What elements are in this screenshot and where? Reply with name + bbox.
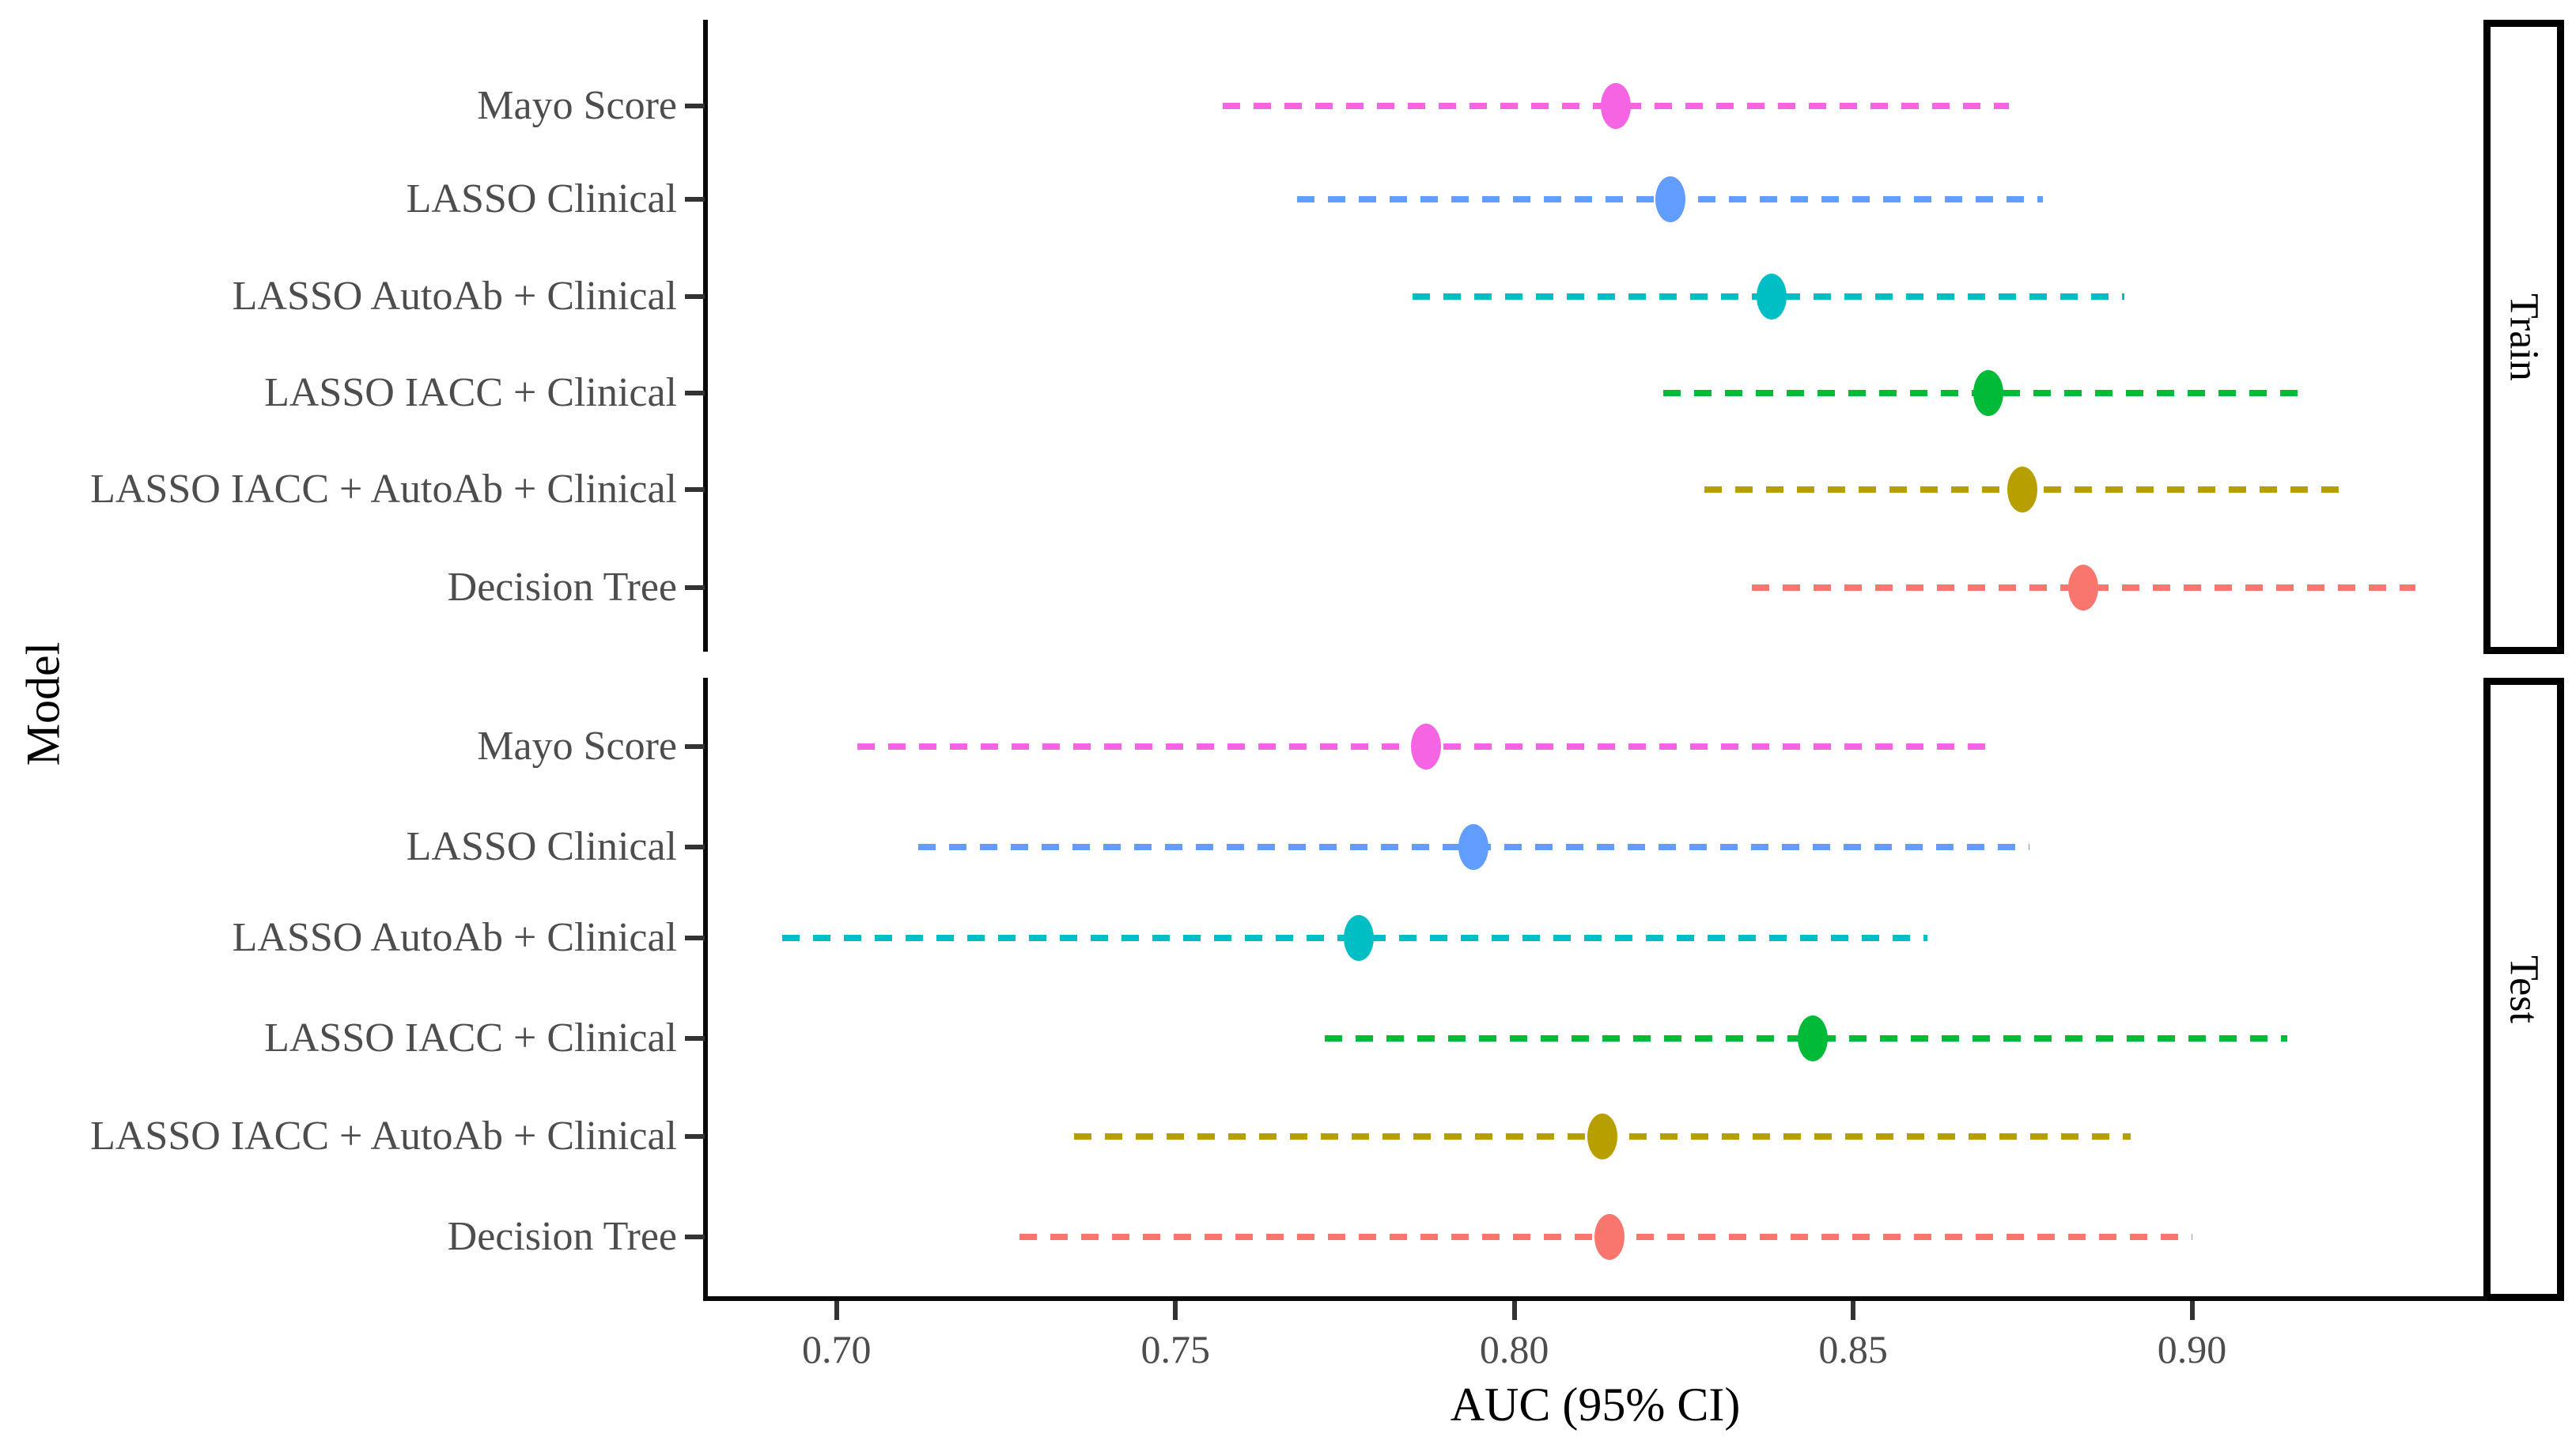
x-axis-tick-label: 0.80: [1479, 1327, 1549, 1371]
auc-point: [1594, 1213, 1625, 1260]
y-axis-label-model: LASSO IACC + Clinical: [264, 370, 677, 416]
x-axis-tick: [2189, 1301, 2195, 1320]
y-axis-tick: [685, 1035, 705, 1041]
x-axis-tick-label: 0.85: [1818, 1327, 1888, 1371]
auc-point: [1655, 176, 1685, 222]
y-axis-line: [703, 20, 708, 652]
y-axis-tick: [685, 845, 705, 850]
x-axis-tick: [834, 1301, 839, 1320]
facet-strip-train: Train: [2483, 20, 2564, 654]
auc-point: [1797, 1015, 1828, 1061]
facet-strip-label: Test: [2501, 955, 2547, 1023]
x-axis-tick: [1851, 1301, 1856, 1320]
y-axis-tick: [685, 936, 705, 941]
x-axis-tick: [1511, 1301, 1517, 1320]
auc-point: [1343, 915, 1374, 962]
facet-strip-test: Test: [2483, 678, 2564, 1301]
auc-point: [1458, 824, 1489, 871]
y-axis-tick: [685, 584, 705, 590]
y-axis-tick: [685, 103, 705, 108]
y-axis-label-model: Mayo Score: [477, 82, 677, 128]
y-axis-tick: [685, 293, 705, 299]
y-axis-line: [703, 678, 708, 1296]
auc-point: [1757, 273, 1787, 320]
y-axis-label-model: LASSO Clinical: [406, 824, 677, 870]
x-axis-line: [703, 1296, 2487, 1301]
x-axis-tick-label: 0.70: [802, 1327, 872, 1371]
y-axis-label-model: Decision Tree: [447, 564, 677, 610]
y-axis-label-model: LASSO Clinical: [406, 176, 677, 221]
auc-point: [1411, 723, 1442, 770]
auc-point: [2068, 564, 2099, 611]
y-axis-label-model: LASSO AutoAb + Clinical: [232, 273, 677, 319]
auc-point: [1973, 370, 2004, 417]
auc-point: [2007, 467, 2038, 513]
x-axis-title: AUC (95% CI): [1450, 1378, 1741, 1431]
facet-strip-label: Train: [2501, 293, 2547, 381]
y-axis-tick: [685, 1134, 705, 1140]
y-axis-label-model: LASSO IACC + AutoAb + Clinical: [90, 467, 677, 512]
y-axis-label-model: LASSO IACC + Clinical: [264, 1015, 677, 1061]
x-axis-tick-label: 0.90: [2157, 1327, 2227, 1371]
y-axis-tick: [685, 1234, 705, 1239]
y-axis-label-model: Mayo Score: [477, 723, 677, 769]
x-axis-tick-label: 0.75: [1140, 1327, 1210, 1371]
x-axis-tick: [1173, 1301, 1178, 1320]
y-axis-tick: [685, 196, 705, 202]
y-axis-tick: [685, 743, 705, 749]
y-axis-label-model: LASSO IACC + AutoAb + Clinical: [90, 1114, 677, 1159]
y-axis-label-model: Decision Tree: [447, 1213, 677, 1259]
auc-point: [1601, 82, 1632, 129]
y-axis-label-model: LASSO AutoAb + Clinical: [232, 915, 677, 961]
auc-point: [1587, 1114, 1618, 1160]
y-axis-tick: [685, 391, 705, 396]
y-axis-tick: [685, 487, 705, 493]
